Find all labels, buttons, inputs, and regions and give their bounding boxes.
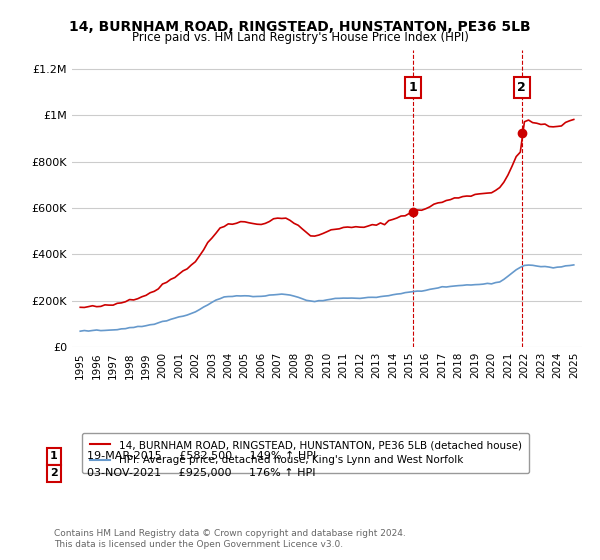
Text: Price paid vs. HM Land Registry's House Price Index (HPI): Price paid vs. HM Land Registry's House … [131,31,469,44]
Text: 1: 1 [50,451,58,461]
Text: 14, BURNHAM ROAD, RINGSTEAD, HUNSTANTON, PE36 5LB: 14, BURNHAM ROAD, RINGSTEAD, HUNSTANTON,… [69,20,531,34]
Text: 1: 1 [409,81,417,94]
Text: 03-NOV-2021     £925,000     176% ↑ HPI: 03-NOV-2021 £925,000 176% ↑ HPI [87,468,316,478]
Legend: 14, BURNHAM ROAD, RINGSTEAD, HUNSTANTON, PE36 5LB (detached house), HPI: Average: 14, BURNHAM ROAD, RINGSTEAD, HUNSTANTON,… [82,433,529,473]
Text: 2: 2 [50,468,58,478]
Text: 19-MAR-2015     £582,500     149% ↑ HPI: 19-MAR-2015 £582,500 149% ↑ HPI [87,451,316,461]
Text: 2: 2 [517,81,526,94]
Text: Contains HM Land Registry data © Crown copyright and database right 2024.
This d: Contains HM Land Registry data © Crown c… [54,529,406,549]
